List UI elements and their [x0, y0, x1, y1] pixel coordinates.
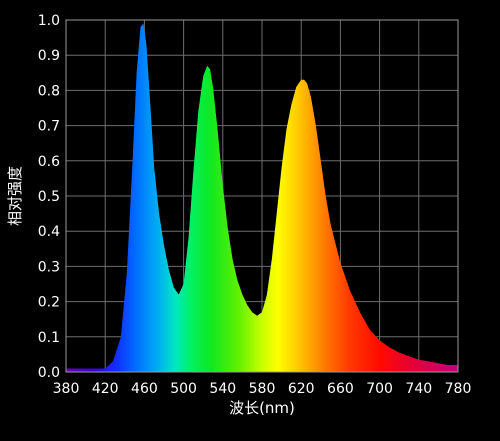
x-tick-label: 780 — [445, 381, 472, 397]
x-tick-label: 380 — [53, 381, 80, 397]
spectrum-area — [66, 23, 458, 372]
y-tick-label: 0.7 — [38, 119, 60, 135]
x-tick-label: 740 — [405, 381, 432, 397]
x-tick-label: 660 — [327, 381, 354, 397]
y-tick-label: 0.2 — [38, 295, 60, 311]
y-tick-label: 0.3 — [38, 259, 60, 275]
x-tick-label: 620 — [288, 381, 315, 397]
y-ticks: 0.0 0.1 0.2 0.3 0.4 0.5 0.6 0.7 0.8 0.9 1.0 — [38, 13, 60, 381]
y-tick-label: 0.1 — [38, 330, 60, 346]
x-tick-label: 420 — [92, 381, 119, 397]
x-axis-label: 波长(nm) — [229, 399, 295, 417]
x-tick-label: 580 — [249, 381, 276, 397]
y-tick-label: 0.0 — [38, 365, 60, 381]
y-tick-label: 0.5 — [38, 189, 60, 205]
y-tick-label: 0.4 — [38, 224, 60, 240]
plot-frame — [65, 19, 459, 373]
y-tick-label: 0.9 — [38, 48, 60, 64]
x-tick-label: 700 — [366, 381, 393, 397]
x-tick-label: 460 — [131, 381, 158, 397]
x-ticks: 380 420 460 500 540 580 620 660 700 740 780 — [53, 381, 472, 397]
y-tick-label: 1.0 — [38, 13, 60, 29]
y-tick-label: 0.6 — [38, 154, 60, 170]
y-tick-label: 0.8 — [38, 83, 60, 99]
x-tick-label: 540 — [209, 381, 236, 397]
y-axis-label: 相对强度 — [6, 166, 24, 226]
x-tick-label: 500 — [170, 381, 197, 397]
